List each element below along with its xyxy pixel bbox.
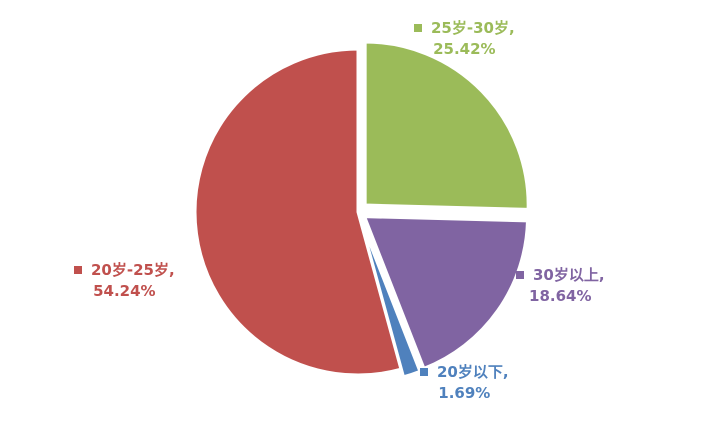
label-under-20-name: 20岁以下 xyxy=(437,363,503,381)
label-25-30-name: 25岁-30岁 xyxy=(431,19,509,37)
legend-swatch-under-20 xyxy=(420,368,428,376)
label-under-20-pct: 1.69% xyxy=(438,384,491,402)
label-30-plus-name: 30岁以上 xyxy=(533,266,599,284)
label-20-25-name: 20岁-25岁 xyxy=(91,261,169,279)
label-20-25: 20岁-25岁, 54.24% xyxy=(74,260,175,302)
label-25-30-pct: 25.42% xyxy=(433,40,496,58)
slice-under-20 xyxy=(359,218,422,379)
label-25-30: 25岁-30岁, 25.42% xyxy=(414,18,515,60)
slice-20-25 xyxy=(193,47,403,377)
slice-25-30 xyxy=(363,40,530,211)
label-30-plus: 30岁以上, 18.64% xyxy=(516,265,605,307)
legend-swatch-30-plus xyxy=(516,271,524,279)
label-20-25-pct: 54.24% xyxy=(93,282,156,300)
label-under-20: 20岁以下, 1.69% xyxy=(420,362,509,404)
legend-swatch-20-25 xyxy=(74,266,82,274)
label-30-plus-pct: 18.64% xyxy=(529,287,592,305)
legend-swatch-25-30 xyxy=(414,24,422,32)
slice-30-plus xyxy=(363,215,529,370)
